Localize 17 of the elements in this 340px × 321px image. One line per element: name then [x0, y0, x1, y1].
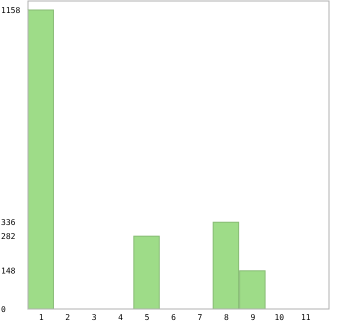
x-tick-label: 1 [38, 313, 44, 321]
x-tick-label: 3 [92, 313, 97, 321]
x-tick-label: 2 [65, 313, 70, 321]
x-tick-label: 11 [300, 313, 311, 321]
x-tick-label: 10 [274, 313, 284, 321]
y-tick-label: 336 [1, 218, 16, 228]
y-tick-label: 148 [1, 266, 16, 276]
x-tick-label: 8 [224, 313, 229, 321]
x-tick-label: 7 [198, 313, 203, 321]
x-tick-label: 5 [144, 313, 150, 321]
x-tick-label: 6 [171, 313, 176, 321]
y-tick-label: 1158 [1, 6, 20, 15]
x-tick-label: 9 [250, 313, 256, 321]
x-tick-label: 4 [118, 313, 124, 321]
y-tick-label: 282 [1, 232, 16, 241]
y-tick-label: 0 [1, 304, 6, 314]
bar [133, 236, 160, 310]
